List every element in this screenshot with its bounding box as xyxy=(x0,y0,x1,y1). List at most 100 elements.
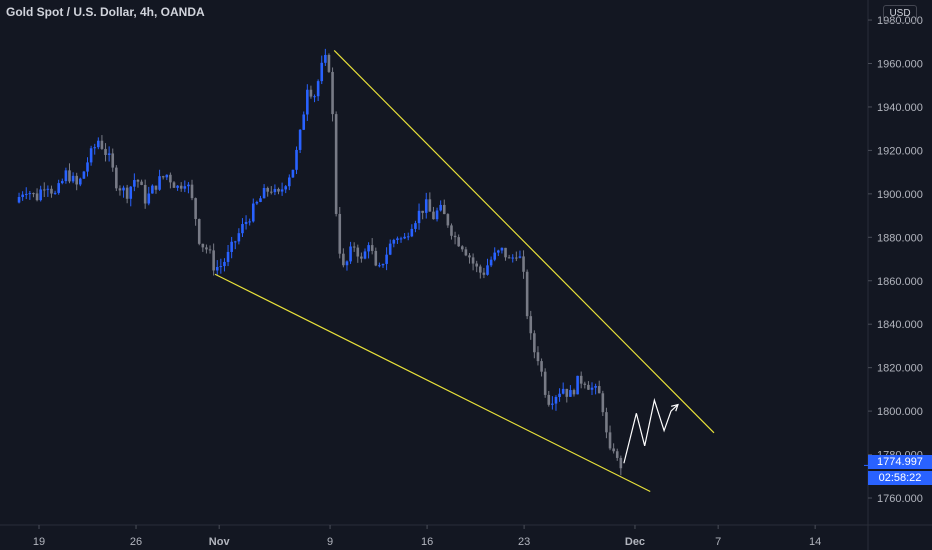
candle-body xyxy=(388,243,392,255)
x-tick-label: 16 xyxy=(421,536,433,548)
y-tick-label: 1760.000 xyxy=(877,493,923,505)
x-tick-label: 14 xyxy=(809,536,821,548)
candle-body xyxy=(497,250,500,253)
candle-body xyxy=(533,333,536,353)
candle-body xyxy=(273,188,277,193)
candle-body xyxy=(201,243,205,248)
candle-body xyxy=(529,316,533,334)
lower-trendline xyxy=(214,273,651,493)
candle-body xyxy=(460,246,464,250)
projection-arrowhead xyxy=(671,403,679,412)
candle-body xyxy=(450,225,453,236)
candle-body xyxy=(71,175,75,182)
candle-body xyxy=(125,187,129,199)
x-tick-label: 23 xyxy=(518,536,530,548)
candle-body xyxy=(154,185,158,190)
candle-body xyxy=(605,412,608,433)
candle-body xyxy=(619,457,623,469)
candle-body xyxy=(360,256,363,259)
candle-body xyxy=(237,233,241,242)
candle-body xyxy=(309,89,313,97)
candle-body xyxy=(179,185,183,189)
candle-body xyxy=(262,188,266,199)
candle-body xyxy=(104,148,107,155)
candle-body xyxy=(356,247,360,257)
candle-body xyxy=(417,210,421,224)
x-tick-label: Dec xyxy=(625,536,645,548)
candle-body xyxy=(226,251,230,262)
candle-body xyxy=(561,388,565,394)
candle-body xyxy=(259,198,262,202)
candle-body xyxy=(453,235,457,238)
candle-body xyxy=(86,162,89,172)
candle-body xyxy=(251,203,255,222)
candle-body xyxy=(32,193,35,195)
candle-body xyxy=(194,198,197,220)
candle-body xyxy=(554,397,558,404)
candle-body xyxy=(590,387,594,390)
candle-body xyxy=(403,236,406,239)
candle-body xyxy=(367,245,370,252)
candle-body xyxy=(183,186,187,189)
candle-body xyxy=(511,257,515,259)
candle-body xyxy=(288,177,291,187)
y-tick-label: 1960.000 xyxy=(877,59,923,71)
candle-body xyxy=(233,241,237,243)
y-tick-label: 1840.000 xyxy=(877,319,923,331)
candle-body xyxy=(385,254,388,264)
candle-body xyxy=(208,249,212,251)
candle-body xyxy=(608,432,612,449)
candle-body xyxy=(169,174,172,183)
candle-body xyxy=(572,390,576,395)
candle-body xyxy=(50,188,53,194)
candle-body xyxy=(525,271,529,317)
candle-body xyxy=(615,451,619,458)
candle-body xyxy=(558,393,561,398)
candle-body xyxy=(28,193,32,195)
candle-body xyxy=(410,228,414,237)
candle-body xyxy=(428,199,432,212)
candle-body xyxy=(118,188,122,191)
x-tick-label: 7 xyxy=(715,536,721,548)
candle-body xyxy=(464,249,468,256)
candle-body xyxy=(486,265,489,275)
candle-body xyxy=(579,375,583,384)
candle-body xyxy=(331,71,334,115)
candle-body xyxy=(446,214,450,226)
candle-body xyxy=(324,54,327,63)
candle-body xyxy=(46,188,50,190)
currency-button[interactable]: USD xyxy=(883,5,917,23)
candle-body xyxy=(244,221,248,225)
candle-body xyxy=(42,189,46,191)
candle-body xyxy=(504,247,507,258)
y-tick-label: 1860.000 xyxy=(877,276,923,288)
candle-body xyxy=(24,193,28,195)
candle-body xyxy=(215,266,219,271)
x-tick-label: Nov xyxy=(209,536,231,548)
candle-body xyxy=(543,371,547,395)
candle-body xyxy=(370,245,374,251)
candle-body xyxy=(515,257,518,259)
candle-body xyxy=(147,193,151,204)
candle-body xyxy=(39,189,42,201)
candle-body xyxy=(223,261,226,267)
candle-body xyxy=(161,176,165,178)
y-tick-label: 1800.000 xyxy=(877,406,923,418)
candle-body xyxy=(60,181,64,184)
candle-body xyxy=(439,204,442,211)
candle-body xyxy=(471,257,475,264)
y-tick-label: 1940.000 xyxy=(877,102,923,114)
candle-body xyxy=(457,237,460,247)
candle-body xyxy=(345,261,349,266)
candle-body xyxy=(100,140,104,149)
candle-body xyxy=(576,375,579,395)
candle-body xyxy=(432,211,435,220)
candle-body xyxy=(587,384,590,390)
candle-body xyxy=(421,210,424,213)
candle-body xyxy=(493,252,497,260)
candle-body xyxy=(115,167,118,189)
y-tick-label: 1880.000 xyxy=(877,232,923,244)
candle-body xyxy=(551,403,554,405)
candle-body xyxy=(89,148,93,163)
